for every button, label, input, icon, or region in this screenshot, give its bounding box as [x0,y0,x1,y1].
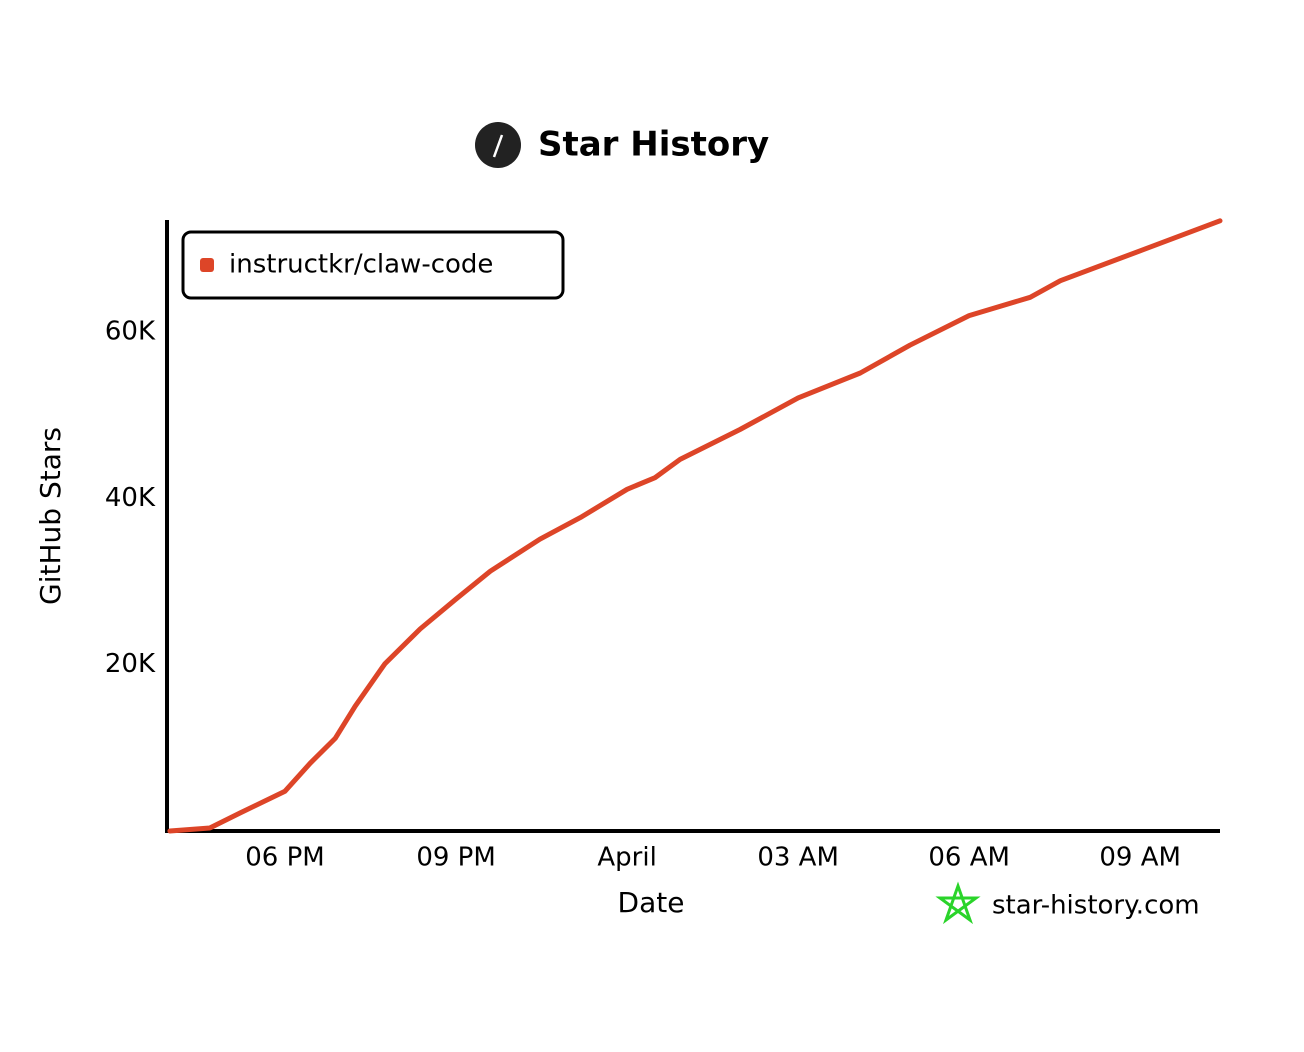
legend: instructkr/claw-code [181,230,565,300]
logo-stroke [492,134,504,158]
legend-swatch [200,258,214,272]
x-tick-label: 09 PM [416,843,495,873]
legend-box [181,230,565,300]
x-tick-label: 06 PM [245,843,324,873]
y-axis-label: GitHub Stars [34,427,67,605]
legend-label: instructkr/claw-code [229,250,493,280]
x-tick-label: 06 AM [928,843,1010,873]
x-tick-label: 09 AM [1099,843,1181,873]
watermark-logo [935,881,981,925]
watermark: star-history.com [935,881,1200,925]
series-line [167,218,1223,834]
y-tick-label: 60K [105,317,156,347]
y-tick-label: 20K [105,649,156,679]
title-group: Star History [475,122,769,168]
watermark-text: star-history.com [992,891,1200,921]
y-tick-label: 40K [105,483,156,513]
chart-title: Star History [538,125,769,165]
x-axis-label: Date [618,886,685,919]
x-tick-label: April [597,843,656,873]
x-tick-label: 03 AM [757,843,839,873]
